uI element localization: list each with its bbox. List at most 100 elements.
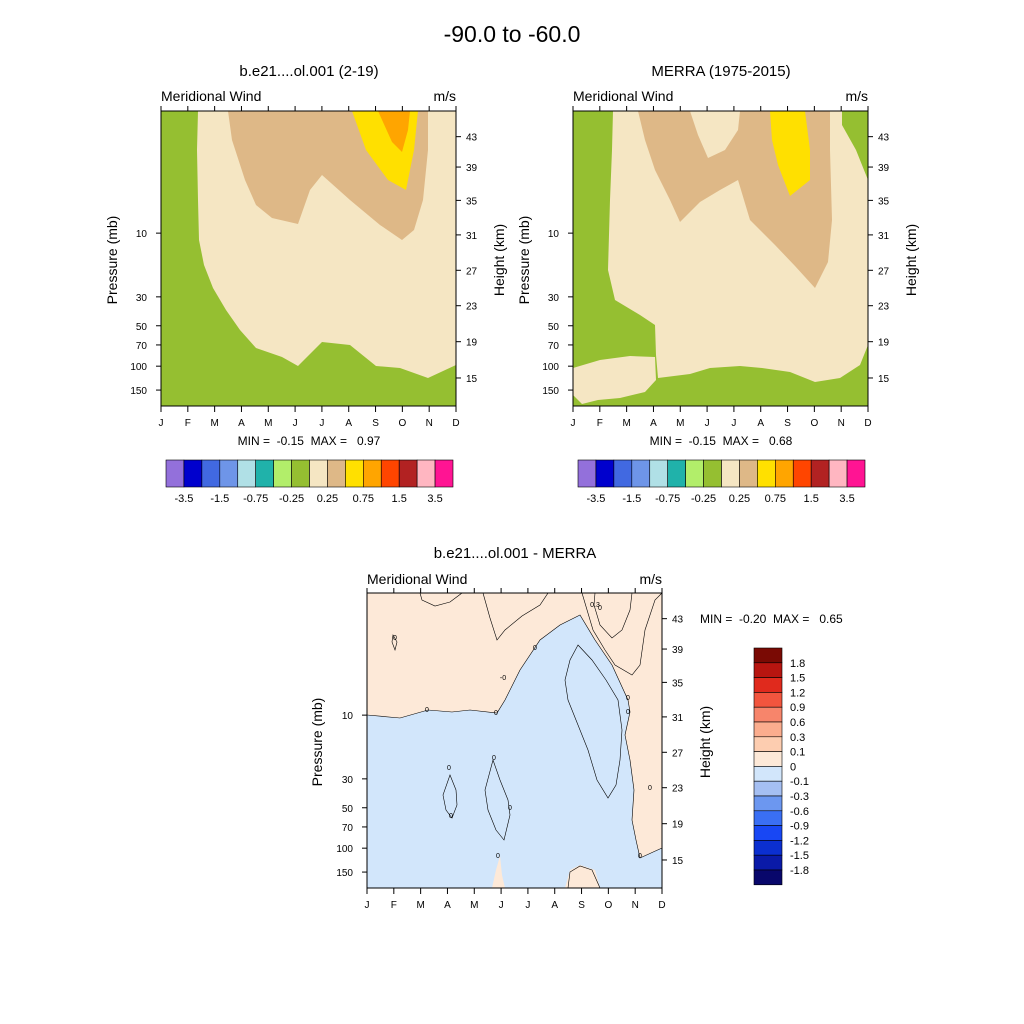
colorbar-label: 3.5	[427, 493, 442, 505]
month-tick-label: D	[658, 900, 665, 911]
colorbar-label: 0.9	[790, 702, 805, 714]
colorbar-swatch	[416, 459, 436, 488]
contour-label: 0	[425, 707, 429, 714]
panel-diff: b.e21....ol.001 - MERRA Meridional Wind …	[309, 545, 843, 911]
panel-diff-ylabel-right: Height (km)	[697, 706, 713, 778]
height-tick-label: 35	[878, 196, 890, 207]
contour-label: 0	[626, 709, 630, 716]
panel-merra-frame	[572, 110, 869, 407]
colorbar-swatch	[703, 459, 722, 488]
colorbar-swatch	[667, 459, 686, 488]
contour-label: 0	[494, 710, 498, 717]
panel-diff-region-negative-main	[367, 615, 662, 888]
colorbar-swatch	[398, 459, 418, 488]
colorbar-swatch	[577, 459, 597, 488]
colorbar-label: 1.8	[790, 658, 805, 670]
colorbar-swatch	[219, 459, 239, 488]
month-tick-label: J	[705, 418, 710, 429]
month-tick-label: J	[365, 900, 370, 911]
colorbar-label: 0	[790, 761, 796, 773]
height-tick-label: 43	[672, 615, 684, 626]
panel-merra: MERRA (1975-2015) Meridional Wind m/s Pr…	[516, 63, 919, 505]
colorbar-swatch	[237, 459, 256, 488]
colorbar-label: 1.5	[804, 493, 819, 505]
contour-label: 0	[638, 853, 642, 860]
colorbar-swatch	[380, 459, 400, 488]
colorbar-swatch	[434, 459, 454, 488]
panel-model-colorbar: -3.5 -1.5 -0.75 -0.25 0.25 0.75 1.5 3.5	[165, 459, 454, 505]
contour-label: 0	[449, 813, 453, 820]
height-tick-label: 39	[466, 163, 478, 174]
colorbar-swatch	[255, 459, 274, 488]
month-tick-label: N	[426, 418, 433, 429]
height-tick-label: 39	[672, 645, 684, 656]
month-tick-label: D	[452, 418, 459, 429]
month-tick-label: A	[551, 900, 558, 911]
panel-model-title: b.e21....ol.001 (2-19)	[239, 63, 378, 80]
pressure-tick-label: 150	[542, 386, 559, 397]
panel-model: b.e21....ol.001 (2-19) Meridional Wind m…	[104, 63, 507, 505]
panel-diff-ylabel: Pressure (mb)	[309, 698, 325, 787]
height-tick-label: 27	[466, 266, 478, 277]
colorbar-label: -1.5	[210, 493, 229, 505]
month-tick-label: J	[293, 418, 298, 429]
pressure-tick-label: 10	[136, 229, 148, 240]
panel-diff-region-positive-island-mid	[484, 758, 511, 841]
colorbar-swatch	[273, 459, 292, 488]
height-tick-label: 19	[878, 338, 890, 349]
contour-label: 0.3	[590, 602, 600, 609]
contour-label: 0	[492, 755, 496, 762]
pressure-tick-label: 30	[548, 293, 560, 304]
colorbar-swatch	[291, 459, 310, 488]
month-tick-label: J	[499, 900, 504, 911]
month-tick-label: S	[784, 418, 791, 429]
colorbar-label: 1.2	[790, 687, 805, 699]
panel-merra-region-strong-positive	[770, 111, 810, 196]
colorbar-label: -3.5	[586, 493, 605, 505]
month-tick-label: S	[372, 418, 379, 429]
month-tick-label: A	[650, 418, 657, 429]
panel-diff-region-negative-small	[391, 634, 398, 652]
colorbar-swatch	[649, 459, 668, 488]
colorbar-swatch	[753, 840, 783, 856]
pressure-tick-label: 50	[136, 322, 148, 333]
height-tick-label: 23	[672, 784, 684, 795]
colorbar-swatch	[201, 459, 221, 488]
height-tick-label: 19	[466, 338, 478, 349]
colorbar-swatch	[757, 459, 776, 488]
colorbar-swatch	[753, 751, 783, 767]
pressure-tick-label: 70	[342, 823, 354, 834]
colorbar-swatch	[753, 869, 783, 886]
colorbar-label: 0.25	[317, 493, 338, 505]
contour-label: 0	[648, 785, 652, 792]
panel-diff-region-positive-strong	[593, 592, 633, 639]
panel-model-units: m/s	[433, 88, 456, 104]
colorbar-label: 1.5	[392, 493, 407, 505]
month-tick-label: S	[578, 900, 585, 911]
colorbar-label: 0.75	[353, 493, 374, 505]
colorbar-swatch	[613, 459, 633, 488]
panel-model-height-ticks: 43 39 35 31 27 23 19 15	[456, 133, 478, 385]
panel-merra-colorbar: -3.5 -1.5 -0.75 -0.25 0.25 0.75 1.5 3.5	[577, 459, 866, 505]
height-tick-label: 31	[672, 713, 684, 724]
height-tick-label: 23	[878, 302, 890, 313]
panel-diff-plot	[366, 592, 663, 889]
colorbar-swatch	[721, 459, 740, 488]
panel-model-frame	[160, 110, 457, 407]
colorbar-swatch	[753, 677, 783, 693]
height-tick-label: 43	[878, 133, 890, 144]
colorbar-label: -1.5	[622, 493, 641, 505]
height-tick-label: 15	[672, 856, 684, 867]
colorbar-label: 0.75	[765, 493, 786, 505]
panel-model-ylabel-right: Height (km)	[491, 224, 507, 296]
height-tick-label: 31	[466, 231, 478, 242]
panel-diff-title: b.e21....ol.001 - MERRA	[434, 545, 597, 562]
height-tick-label: 23	[466, 302, 478, 313]
month-tick-label: A	[345, 418, 352, 429]
colorbar-swatch	[739, 459, 758, 488]
panel-merra-region-mixed-positive	[690, 111, 740, 158]
pressure-tick-label: 10	[342, 711, 354, 722]
panel-model-axes: J F M A M J J A S O N D 10 30 50 70 100 150 43 39 35 31 27 23…	[130, 106, 478, 429]
